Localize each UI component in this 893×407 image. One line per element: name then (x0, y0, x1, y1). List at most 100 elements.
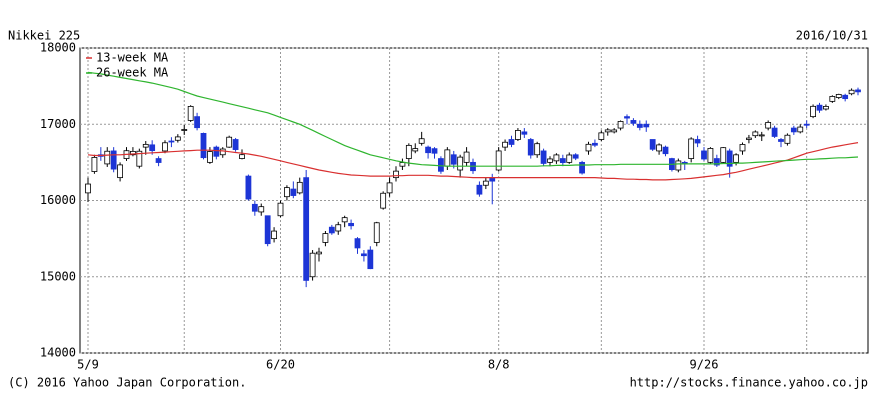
candle-body (361, 253, 367, 257)
candle-body (803, 123, 810, 126)
candle-body (373, 222, 380, 243)
candle-body (155, 158, 162, 163)
candle-body (604, 129, 611, 133)
candle-body (835, 94, 842, 98)
candle-body (579, 161, 585, 174)
candle-body (187, 106, 194, 121)
ma-line (87, 71, 859, 167)
y-tick-label: 14000 (40, 346, 76, 360)
candle-body (91, 157, 98, 172)
candle-body (226, 136, 233, 148)
candle-body (495, 150, 502, 171)
candle-body (636, 123, 643, 128)
y-tick-label: 15000 (40, 269, 76, 283)
candle-body (688, 138, 695, 159)
candle-body (784, 134, 791, 144)
candle-body (130, 150, 136, 156)
candle-body (771, 127, 778, 137)
candle-body (746, 137, 752, 140)
candle-body (643, 123, 650, 128)
candle-body (354, 238, 361, 249)
candle-body (739, 144, 746, 152)
candle-body (823, 106, 829, 110)
candle-body (149, 144, 156, 152)
candle-body (335, 224, 342, 232)
candle-body (592, 142, 598, 146)
candle-body (431, 148, 438, 154)
candle-body (367, 249, 374, 270)
candle-body (104, 150, 111, 165)
candle-body (309, 252, 316, 278)
candle-body (829, 96, 836, 102)
candle-body (181, 129, 188, 131)
footer-copyright: (C) 2016 Yahoo Japan Corporation. (8, 376, 246, 390)
candle-body (681, 161, 688, 164)
footer-url: http://stocks.finance.yahoo.co.jp (630, 376, 868, 390)
candle-body (399, 162, 406, 167)
candle-body (758, 134, 765, 137)
candle-body (482, 180, 489, 186)
candle-body (515, 130, 521, 140)
chart-date: 2016/10/31 (796, 29, 868, 43)
candle-body (168, 140, 175, 143)
candle-body (251, 203, 258, 212)
candle-body (707, 148, 714, 163)
candle-body (316, 251, 322, 255)
candle-body (559, 158, 566, 164)
candle-body (566, 154, 573, 163)
candle-body (630, 120, 637, 124)
candle-body (701, 150, 707, 160)
candle-body (393, 170, 399, 179)
candle-body (534, 143, 541, 156)
candle-body (547, 158, 553, 163)
candle-body (720, 147, 727, 163)
candle-body (207, 151, 213, 163)
candle-body (174, 136, 181, 141)
legend-label: 13-week MA (96, 51, 169, 65)
chart-title: Nikkei 225 (8, 29, 80, 43)
candle-body (778, 139, 784, 142)
candle-body (194, 116, 200, 129)
candle-body (412, 148, 419, 152)
candle-body (264, 215, 271, 245)
candle-body (277, 202, 284, 217)
candle-body (200, 132, 207, 159)
y-tick-label: 16000 (40, 193, 76, 207)
candle-body (553, 154, 560, 162)
candle-body (386, 182, 393, 194)
ma-line (87, 142, 859, 181)
candle-body (341, 217, 348, 223)
candle-body (418, 138, 425, 144)
candle-body (797, 126, 804, 133)
candle-body (85, 183, 91, 194)
candle-body (258, 206, 265, 213)
candle-body (438, 158, 444, 172)
candle-body (656, 144, 662, 152)
candle-body (245, 175, 252, 200)
x-tick-label: 6/20 (266, 358, 295, 372)
candle-body (110, 150, 117, 170)
candle-body (405, 144, 412, 159)
candle-body (694, 139, 701, 144)
candle-body (463, 151, 470, 163)
candle-body (752, 131, 759, 137)
candle-body (219, 148, 226, 156)
candle-body (598, 132, 605, 140)
candle-body (572, 154, 579, 159)
candle-body (790, 127, 797, 133)
candle-body (457, 156, 464, 171)
candle-body (328, 226, 335, 234)
x-tick-label: 5/9 (77, 358, 99, 372)
candle-body (521, 131, 528, 135)
candle-body (733, 154, 739, 163)
candle-body (239, 154, 245, 159)
candle-body (624, 116, 630, 119)
candle-body (117, 164, 123, 179)
candle-body (142, 143, 149, 148)
candle-body (290, 188, 297, 196)
candle-body (502, 141, 508, 148)
candle-body (662, 146, 669, 155)
candle-body (296, 181, 303, 194)
candle-body (816, 104, 823, 111)
